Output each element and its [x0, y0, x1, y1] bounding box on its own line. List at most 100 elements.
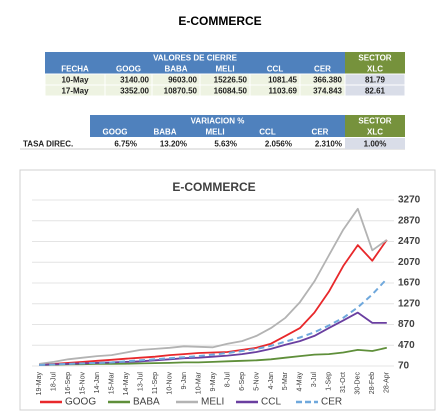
header-cell — [300, 63, 345, 74]
cell-text: 17-May — [61, 87, 89, 96]
x-tick-label: 5-Mar — [282, 371, 289, 390]
cell-text: 81.79 — [365, 76, 386, 85]
cell-text: SECTOR — [358, 117, 391, 126]
x-tick-label: 14-May — [123, 372, 130, 396]
cell-text: FECHA — [61, 65, 89, 74]
x-tick-label: 11-Sep — [152, 372, 159, 394]
header-cell — [190, 126, 240, 137]
cell-text: CCL — [259, 128, 276, 137]
x-tick-label: 3-Jul — [311, 372, 318, 388]
cell-text: XLC — [367, 65, 383, 74]
x-tick-label: 8-Jul — [224, 372, 231, 388]
x-tick-label: 16-Sep — [65, 372, 72, 395]
x-tick-label: 4-Jan — [268, 372, 275, 390]
x-tick-label: 15-Mar — [108, 371, 115, 394]
cell-text: CCL — [267, 65, 284, 74]
legend-label: MELI — [201, 397, 224, 408]
page-title: E-COMMERCE — [178, 14, 261, 28]
series-line — [39, 346, 387, 366]
cell-text: 366.380 — [313, 76, 342, 85]
header-cell — [90, 115, 345, 126]
header-cell — [45, 63, 105, 74]
header-cell — [45, 52, 345, 63]
series-line — [39, 239, 388, 366]
y-tick-label: 2070 — [398, 257, 421, 268]
cell-text: GOOG — [116, 65, 141, 74]
legend-label: CCL — [261, 397, 281, 408]
cell-text: TASA DIREC. — [23, 140, 73, 149]
cell-text: 1103.69 — [269, 87, 298, 96]
cell-text: 82.61 — [365, 87, 386, 96]
cell-text: BABA — [153, 128, 176, 137]
x-tick-label: 5-Nov — [253, 372, 260, 391]
cell-text: 2.310% — [315, 140, 342, 149]
header-cell — [240, 126, 295, 137]
data-cell — [344, 84, 406, 97]
legend-label: BABA — [133, 397, 160, 408]
cell-text: VALORES DE CIERRE — [153, 54, 238, 63]
y-tick-label: 2470 — [398, 236, 421, 247]
x-tick-label: 10-Mar — [195, 371, 202, 394]
x-tick-label: 9-May — [210, 372, 217, 392]
y-tick-label: 470 — [398, 340, 415, 351]
x-tick-label: 15-Nov — [80, 372, 87, 395]
cell-text: GOOG — [103, 128, 128, 137]
cell-text: 2.056% — [265, 140, 292, 149]
cell-text: CER — [312, 128, 329, 137]
data-cell — [345, 138, 405, 149]
x-tick-label: 10-Nov — [166, 372, 173, 395]
series-line — [39, 311, 387, 366]
cell-text: 10870.50 — [164, 87, 198, 96]
cell-text: BABA — [164, 65, 187, 74]
legend-label: GOOG — [65, 397, 96, 408]
header-cell — [345, 63, 405, 74]
x-tick-label: 13-Jul — [137, 372, 144, 392]
chart-title: E-COMMERCE — [172, 180, 255, 194]
cell-text: 9603.00 — [168, 76, 197, 85]
cell-text: 374.843 — [313, 87, 342, 96]
header-cell — [140, 126, 190, 137]
y-tick-label: 870 — [398, 319, 415, 330]
chart-frame — [19, 169, 436, 411]
series-line — [39, 207, 388, 365]
cell-text: 1081.45 — [268, 76, 297, 85]
legend-label: CER — [321, 397, 342, 408]
x-tick-label: 9-Jan — [181, 372, 188, 390]
x-tick-label: 31-Oct — [340, 372, 347, 393]
cell-text: SECTOR — [358, 54, 391, 63]
cell-text: MELI — [205, 128, 224, 137]
series-line — [39, 278, 388, 366]
x-tick-label: 19-May — [36, 372, 43, 396]
x-tick-label: 28-Apr — [384, 371, 391, 393]
x-tick-label: 1-Sep — [326, 372, 333, 391]
x-tick-label: 6-Sep — [239, 372, 246, 391]
cell-text: 6.75% — [114, 140, 137, 149]
cell-text: 3140.00 — [120, 76, 149, 85]
cell-text: 15226.50 — [214, 76, 248, 85]
header-cell — [345, 126, 405, 137]
y-tick-label: 3270 — [398, 195, 421, 206]
y-tick-label: 70 — [398, 361, 410, 372]
header-cell — [90, 126, 140, 137]
y-tick-label: 1670 — [398, 278, 421, 289]
header-cell — [295, 126, 345, 137]
cell-text: 5.63% — [214, 140, 237, 149]
x-tick-label: 30-Dec — [355, 372, 362, 395]
header-cell — [250, 63, 300, 74]
header-cell — [345, 115, 405, 126]
x-tick-label: 28-Feb — [369, 372, 376, 394]
cell-text: 10-May — [61, 76, 89, 85]
cell-text: XLC — [367, 128, 383, 137]
header-cell — [345, 52, 405, 63]
cell-text: CER — [314, 65, 331, 74]
x-tick-label: 4-May — [297, 372, 304, 392]
header-cell — [105, 63, 152, 74]
cell-text: 13.20% — [160, 140, 187, 149]
cell-text: 1.00% — [364, 140, 387, 149]
cell-text: 3352.00 — [120, 87, 149, 96]
cell-text: MELI — [215, 65, 234, 74]
y-tick-label: 2870 — [398, 215, 421, 226]
header-cell — [200, 63, 250, 74]
